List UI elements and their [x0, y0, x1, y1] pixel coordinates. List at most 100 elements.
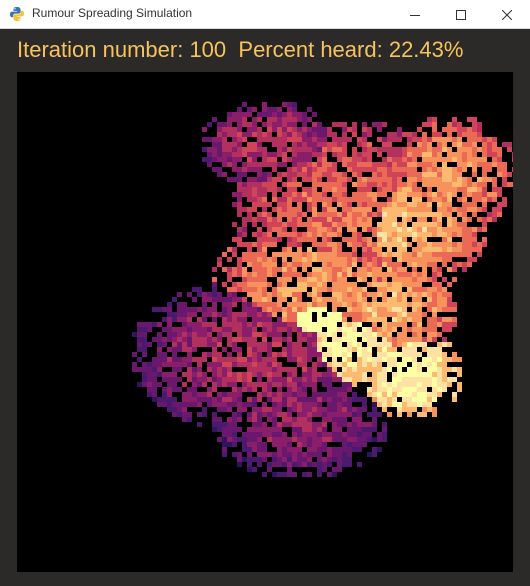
grid-cell [372, 447, 377, 452]
grid-cell [437, 357, 442, 362]
grid-cell [427, 197, 432, 202]
grid-cell [332, 167, 337, 172]
grid-cell [362, 242, 367, 247]
grid-cell [357, 202, 362, 207]
grid-cell [332, 217, 337, 222]
grid-cell [257, 407, 262, 412]
grid-cell [422, 347, 427, 352]
grid-cell [132, 362, 137, 367]
grid-cell [442, 377, 447, 382]
grid-cell [287, 177, 292, 182]
grid-cell [437, 362, 442, 367]
grid-cell [262, 372, 267, 377]
grid-cell [202, 342, 207, 347]
grid-cell [392, 347, 397, 352]
grid-cell [177, 362, 182, 367]
grid-cell [307, 372, 312, 377]
grid-cell [292, 207, 297, 212]
grid-cell [292, 302, 297, 307]
grid-cell [242, 172, 247, 177]
grid-cell [407, 277, 412, 282]
grid-cell [242, 322, 247, 327]
grid-cell [262, 307, 267, 312]
grid-cell [322, 352, 327, 357]
grid-cell [397, 367, 402, 372]
maximize-button[interactable] [438, 0, 484, 28]
grid-cell [372, 307, 377, 312]
simulation-canvas[interactable] [17, 72, 513, 572]
grid-cell [432, 242, 437, 247]
grid-cell [187, 347, 192, 352]
grid-cell [192, 367, 197, 372]
grid-cell [237, 332, 242, 337]
grid-cell [407, 342, 412, 347]
grid-cell [222, 357, 227, 362]
grid-cell [252, 262, 257, 267]
grid-cell [472, 167, 477, 172]
close-button[interactable] [484, 0, 530, 28]
grid-cell [252, 327, 257, 332]
grid-cell [432, 317, 437, 322]
grid-cell [432, 332, 437, 337]
grid-cell [362, 237, 367, 242]
grid-cell [342, 182, 347, 187]
grid-cell [292, 427, 297, 432]
grid-cell [307, 252, 312, 257]
grid-cell [282, 447, 287, 452]
grid-cell [437, 197, 442, 202]
grid-cell [277, 202, 282, 207]
grid-cell [227, 442, 232, 447]
grid-cell [432, 162, 437, 167]
grid-cell [247, 377, 252, 382]
grid-cell [287, 327, 292, 332]
grid-cell [452, 177, 457, 182]
grid-cell [307, 312, 312, 317]
grid-cell [407, 397, 412, 402]
grid-cell [422, 287, 427, 292]
grid-cell [202, 332, 207, 337]
grid-cell [447, 342, 452, 347]
grid-cell [267, 312, 272, 317]
grid-cell [232, 377, 237, 382]
title-bar[interactable]: Rumour Spreading Simulation [0, 0, 530, 29]
grid-cell [192, 372, 197, 377]
grid-cell [357, 232, 362, 237]
grid-cell [417, 272, 422, 277]
grid-cell [382, 182, 387, 187]
grid-cell [222, 152, 227, 157]
grid-cell [422, 192, 427, 197]
grid-cell [357, 317, 362, 322]
grid-cell [387, 342, 392, 347]
grid-cell [327, 232, 332, 237]
grid-cell [232, 167, 237, 172]
grid-cell [262, 387, 267, 392]
grid-cell [232, 267, 237, 272]
grid-cell [282, 192, 287, 197]
grid-cell [297, 262, 302, 267]
grid-cell [487, 192, 492, 197]
grid-cell [362, 207, 367, 212]
grid-cell [457, 182, 462, 187]
grid-cell [252, 127, 257, 132]
grid-cell [477, 132, 482, 137]
grid-cell [427, 337, 432, 342]
grid-cell [282, 132, 287, 137]
grid-cell [487, 152, 492, 157]
grid-cell [397, 352, 402, 357]
grid-cell [377, 262, 382, 267]
grid-cell [192, 347, 197, 352]
grid-cell [362, 162, 367, 167]
minimize-button[interactable] [392, 0, 438, 28]
grid-cell [347, 412, 352, 417]
grid-cell [422, 387, 427, 392]
grid-cell [257, 297, 262, 302]
grid-cell [477, 252, 482, 257]
grid-cell [397, 212, 402, 217]
grid-cell [182, 357, 187, 362]
grid-cell [317, 402, 322, 407]
grid-cell [332, 457, 337, 462]
grid-cell [257, 247, 262, 252]
grid-cell [347, 167, 352, 172]
grid-cell [282, 382, 287, 387]
grid-cell [307, 107, 312, 112]
